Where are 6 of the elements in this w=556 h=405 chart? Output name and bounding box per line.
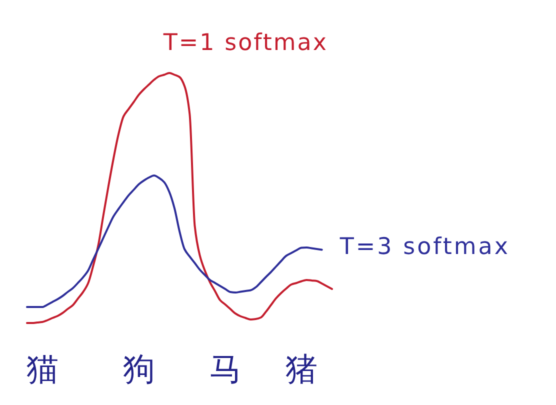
x-tick-label: 猪 [286,350,318,388]
x-tick-label: 狗 [122,350,155,388]
series-label: T=3 softmax [338,234,510,260]
series-label: T=1 softmax [162,30,328,56]
x-tick-label: 猫 [26,350,58,388]
x-tick-label: 马 [209,350,242,388]
